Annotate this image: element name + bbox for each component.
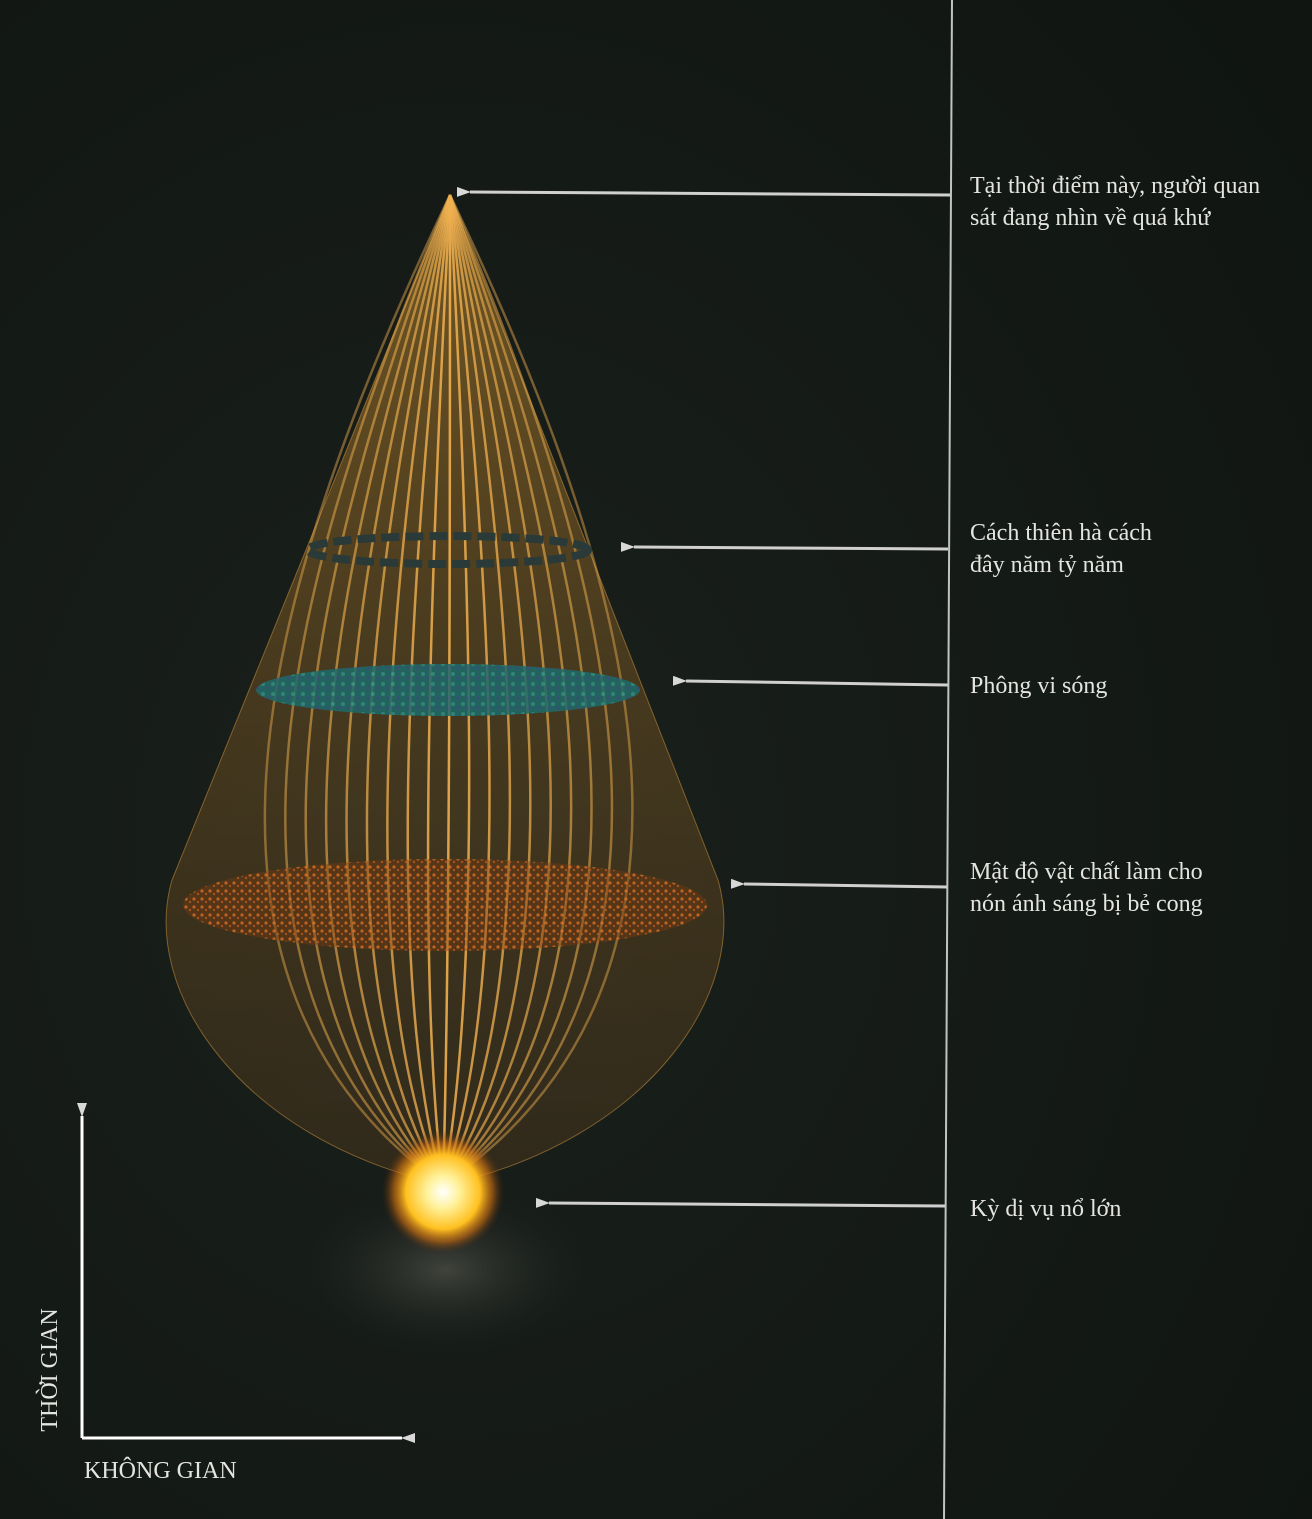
annotation-line: đây năm tỷ năm (970, 552, 1124, 578)
annotation: Phông vi sóng (970, 673, 1107, 699)
y-axis-label: THỜI GIAN (36, 1308, 63, 1431)
annotation-line: Cách thiên hà cách (970, 520, 1152, 546)
annotation-line: nón ánh sáng bị bẻ cong (970, 891, 1203, 917)
matter-band (183, 859, 707, 951)
annotation-line: Tại thời điểm này, người quan (970, 173, 1260, 199)
arrow (634, 547, 948, 549)
x-axis-label: KHÔNG GIAN (84, 1457, 237, 1484)
annotation: Kỳ dị vụ nổ lớn (970, 1196, 1121, 1222)
big-bang (381, 1130, 505, 1254)
annotation-line: Kỳ dị vụ nổ lớn (970, 1196, 1121, 1222)
illustration: Tại thời điểm này, người quan sát đang nh… (0, 0, 1312, 1519)
annotation-line: Mật độ vật chất làm cho (970, 859, 1203, 885)
microwave-band (256, 664, 640, 716)
annotation-line: sát đang nhìn về quá khứ (970, 205, 1211, 231)
annotation-line: Phông vi sóng (970, 673, 1107, 699)
